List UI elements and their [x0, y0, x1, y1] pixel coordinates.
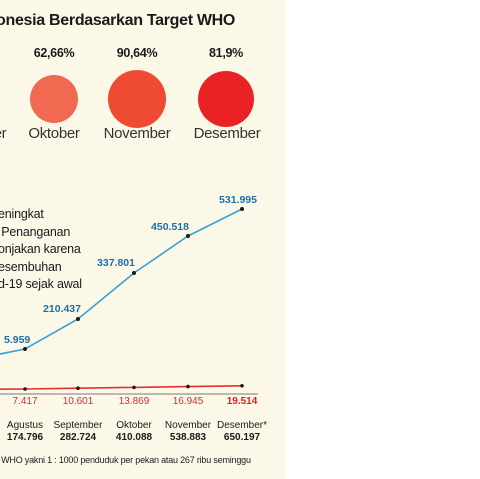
x-tick-label: Desember* [217, 420, 267, 431]
month-label-november: November [103, 125, 171, 142]
data-point-blue [186, 234, 190, 238]
data-label-red: 10.601 [63, 396, 94, 407]
x-tick-value: 282.724 [60, 432, 97, 443]
x-tick-value: 650.197 [224, 432, 261, 443]
data-label-red: 16.945 [173, 396, 204, 407]
data-point-blue [240, 207, 244, 211]
x-tick-label: Agustus [7, 420, 43, 431]
x-tick-value: 410.088 [116, 432, 153, 443]
data-point-blue [132, 271, 136, 275]
chart-title: onesia Berdasarkan Target WHO [0, 12, 236, 29]
month-label-desember: Desember [193, 125, 261, 142]
annotation-text: eningkat Penanganan onjakan karena esemb… [0, 207, 82, 291]
percent-circle-desember [198, 71, 254, 127]
data-point-red [240, 384, 244, 388]
footnote: l WHO yakni 1 : 1000 penduduk per pekan … [0, 455, 251, 465]
data-point-red [186, 384, 190, 389]
data-label-red: 19.514 [227, 396, 258, 407]
month-label-september-partial: er [0, 125, 7, 142]
x-tick-label: September [54, 420, 104, 431]
pct-desember: 81,9% [209, 46, 243, 60]
pct-november: 90,64% [116, 46, 158, 60]
percent-circle-oktober [30, 75, 78, 123]
data-label-blue: 337.801 [97, 257, 135, 269]
infographic-panel: onesia Berdasarkan Target WHO 62,66% 90,… [0, 0, 286, 479]
data-point-red [23, 387, 27, 391]
data-label-blue: 5.959 [4, 334, 30, 346]
pct-oktober: 62,66% [33, 46, 75, 60]
data-point-blue [76, 317, 80, 321]
data-label-red: 13.869 [119, 396, 150, 407]
data-label-blue: 531.995 [219, 194, 257, 206]
month-label-oktober: Oktober [28, 125, 80, 142]
x-tick-label: Oktober [116, 420, 152, 431]
data-label-red: 7.417 [12, 396, 37, 407]
series-line-red [0, 385, 243, 391]
data-point-red [76, 386, 80, 391]
line-chart: 5.959 210.437 337.801 450.518 531.995 7.417 10… [0, 194, 267, 443]
x-tick-label: November [165, 420, 212, 431]
x-tick-value: 174.796 [7, 432, 44, 443]
data-point-red [132, 385, 136, 390]
percent-circle-november [108, 70, 166, 128]
x-tick-value: 538.883 [170, 432, 207, 443]
series-line-blue [0, 208, 243, 355]
data-label-blue: 450.518 [151, 221, 189, 233]
data-label-blue: 210.437 [43, 303, 81, 315]
data-point-blue [23, 347, 27, 351]
